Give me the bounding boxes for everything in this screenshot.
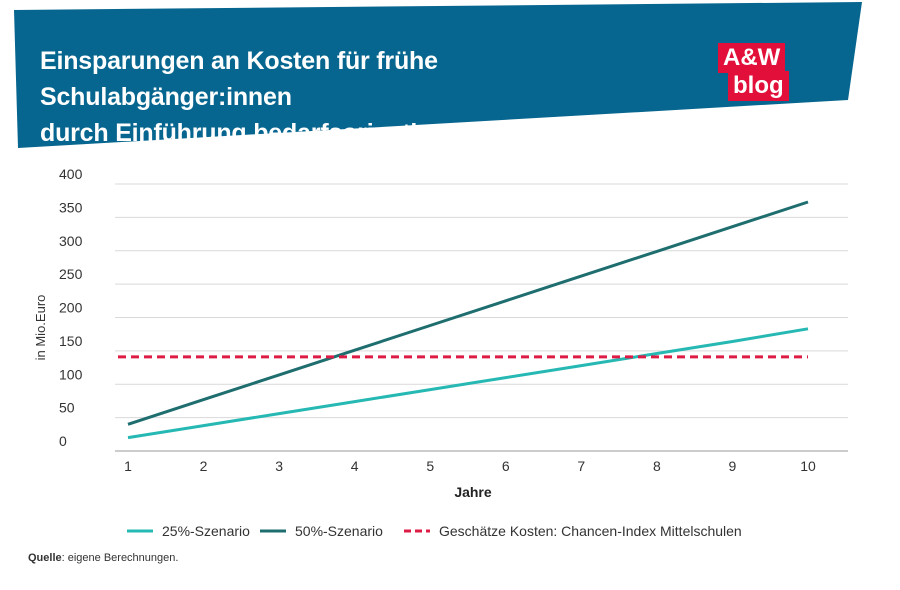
x-tick-label: 4 — [351, 458, 359, 474]
logo-aw: A&W — [718, 43, 786, 73]
legend-item-25-szenario-label: 25%-Szenario — [162, 523, 250, 539]
y-tick-label: 150 — [59, 333, 83, 349]
x-axis-label: Jahre — [454, 484, 492, 500]
y-tick-label: 250 — [59, 266, 83, 282]
y-tick-label: 200 — [59, 300, 83, 316]
logo-blog: blog — [728, 71, 789, 101]
y-tick-label: 400 — [59, 166, 83, 182]
x-tick-label: 10 — [800, 458, 816, 474]
y-tick-label: 50 — [59, 400, 75, 416]
x-tick-label: 6 — [502, 458, 510, 474]
series-line-50-szenario — [127, 200, 809, 426]
chart-title-line-2: durch Einführung bedarfsorientierter Mit… — [40, 119, 661, 147]
x-tick-label: 9 — [729, 458, 737, 474]
y-axis-label: in Mio.Euro — [33, 295, 48, 361]
x-tick-label: 3 — [275, 458, 283, 474]
x-tick-label: 7 — [577, 458, 585, 474]
y-tick-label: 300 — [59, 233, 83, 249]
x-tick-label: 5 — [426, 458, 434, 474]
chart-title-line-1: Einsparungen an Kosten für frühe Schulab… — [40, 47, 438, 111]
line-chart: 0 50 100 150 200 250 300 350 400 1 2 3 4 5 6 7 8 9 10 Jahre… — [33, 166, 848, 539]
header-banner — [14, 2, 862, 148]
source-text: : eigene Berechnungen. — [61, 552, 179, 564]
source-note: Quelle: eigene Berechnungen. — [28, 552, 178, 564]
x-tick-label: 2 — [200, 458, 208, 474]
y-tick-label: 350 — [59, 199, 83, 215]
y-tick-label: 0 — [59, 433, 67, 449]
source-label: Quelle — [28, 552, 62, 564]
header-banner-shape — [14, 2, 862, 148]
chart-title: Einsparungen an Kosten für frühe Schulab… — [40, 43, 680, 151]
series-line-25-szenario — [127, 327, 809, 440]
legend-item-50-szenario-label: 50%-Szenario — [295, 523, 383, 539]
legend-item-geschaetzte-kosten-label: Geschätze Kosten: Chancen-Index Mittelsc… — [439, 523, 742, 539]
x-tick-label: 8 — [653, 458, 661, 474]
y-tick-label: 100 — [59, 366, 83, 382]
x-tick-label: 1 — [124, 458, 132, 474]
